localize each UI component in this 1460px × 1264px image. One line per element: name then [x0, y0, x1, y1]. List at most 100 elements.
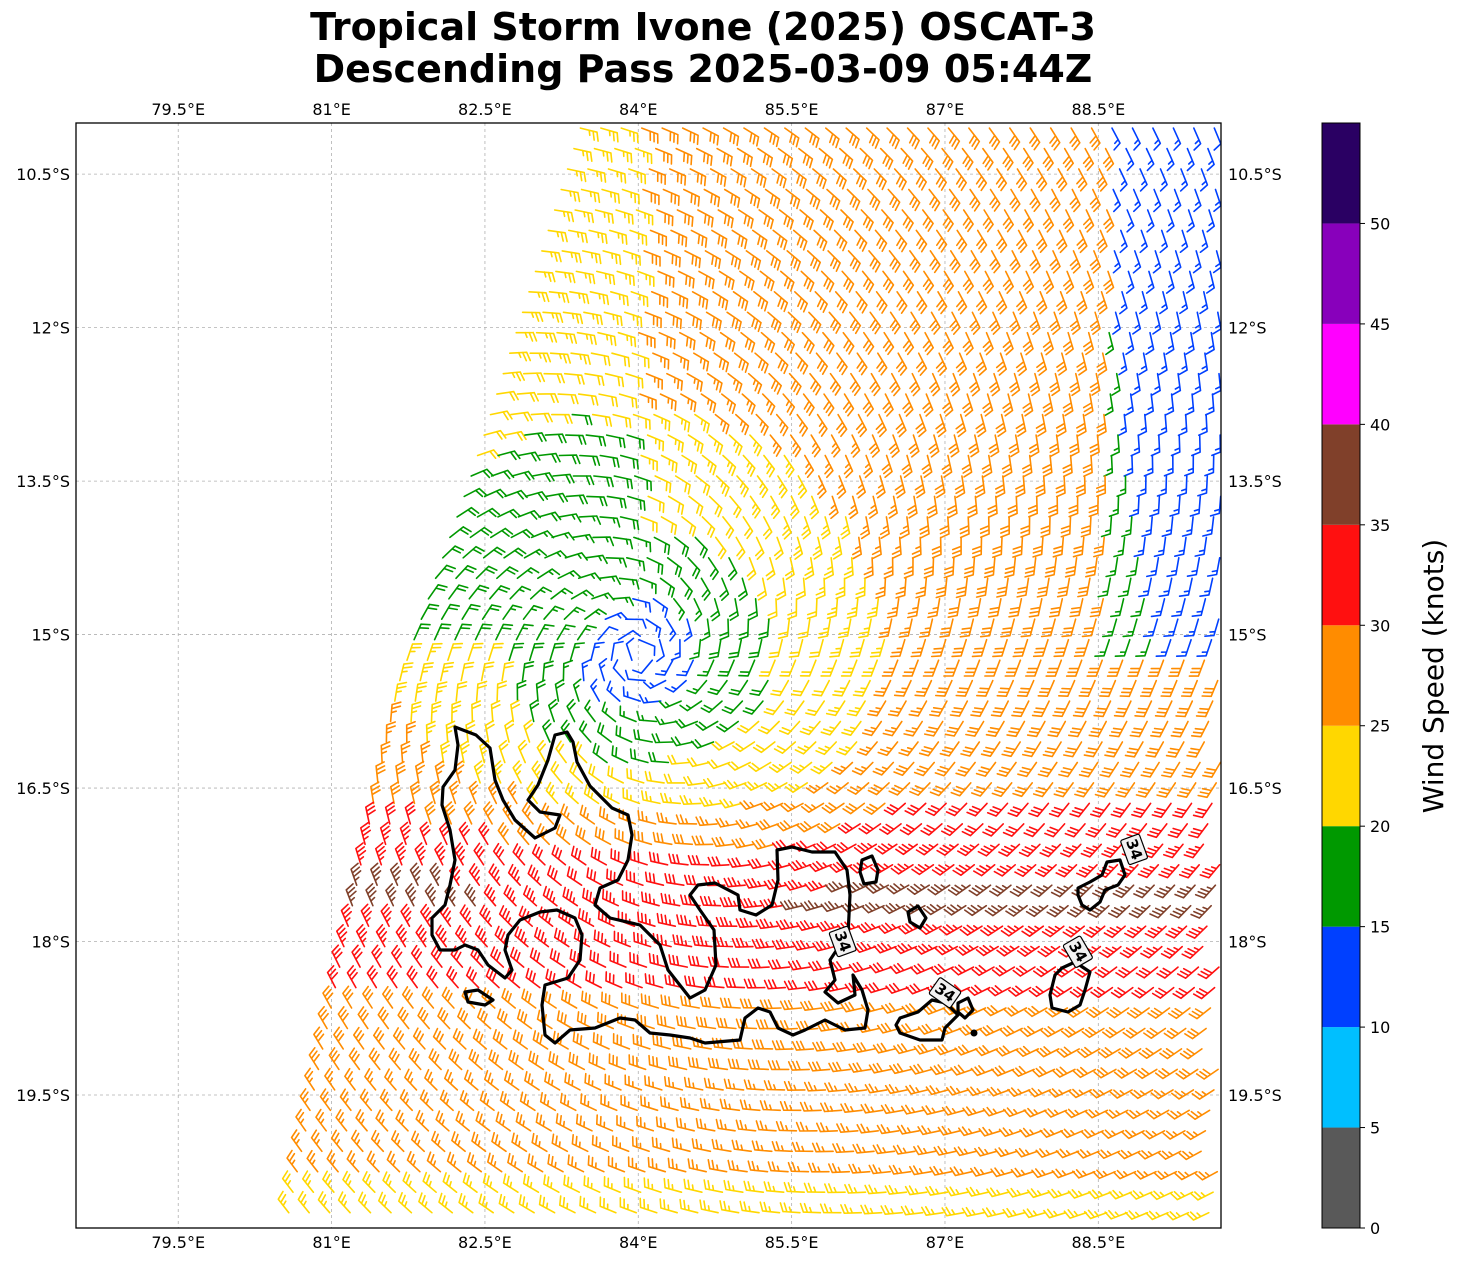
wind-barb: [824, 881, 849, 893]
wind-barb: [400, 903, 412, 927]
wind-barb: [342, 1170, 356, 1193]
wind-barb: [1112, 311, 1121, 335]
wind-barb: [672, 1035, 692, 1050]
wind-barb: [1024, 557, 1037, 578]
wind-barb: [922, 270, 935, 294]
wind-barb: [1120, 761, 1140, 778]
wind-barb: [650, 291, 669, 308]
wind-barb: [562, 311, 584, 325]
wind-barb: [1174, 536, 1187, 557]
wind-barb: [707, 679, 728, 696]
wind-barb: [929, 782, 952, 797]
wind-barb: [949, 372, 961, 397]
wind-barb: [939, 516, 950, 539]
wind-barb: [982, 209, 994, 233]
wind-barb: [461, 603, 481, 620]
wind-barb: [648, 168, 666, 185]
x-tick-label: 88.5°E: [1071, 100, 1125, 119]
wind-barb: [1028, 985, 1052, 998]
wind-barb: [633, 729, 653, 743]
wind-barb: [1036, 291, 1048, 315]
wind-barb: [570, 589, 595, 600]
wind-barb: [518, 1194, 535, 1214]
wind-barb: [986, 802, 1009, 817]
wind-barb: [370, 781, 381, 805]
wind-barb: [1128, 495, 1140, 517]
wind-barb: [788, 372, 802, 396]
wind-barb: [862, 720, 883, 737]
wind-barb: [392, 1027, 406, 1050]
wind-barb: [1056, 229, 1068, 254]
wind-barb: [727, 1159, 748, 1173]
wind-barb: [719, 997, 741, 1009]
wind-barb: [1105, 557, 1119, 578]
wind-barb: [1028, 802, 1050, 818]
wind-barb: [929, 1064, 954, 1076]
wind-barb: [908, 434, 920, 458]
wind-barb: [460, 661, 475, 682]
wind-barb: [584, 1072, 602, 1091]
wind-barb: [415, 760, 425, 784]
wind-barb: [887, 700, 907, 717]
wind-barb: [1083, 331, 1094, 356]
wind-barb: [988, 127, 1001, 151]
wind-barb: [591, 592, 615, 601]
wind-barb: [739, 270, 755, 291]
title-line-1: Tropical Storm Ivone (2025) OSCAT-3: [310, 5, 1096, 49]
wind-barb: [1113, 536, 1126, 558]
wind-barb: [1183, 843, 1205, 859]
wind-barb: [638, 638, 656, 657]
wind-barb: [365, 801, 376, 825]
wind-barb: [1154, 1068, 1178, 1080]
wind-barb: [1022, 331, 1034, 356]
wind-barb: [439, 821, 451, 846]
wind-barb: [971, 638, 988, 658]
wind-barb: [643, 1177, 662, 1193]
wind-barb: [904, 1185, 928, 1196]
wind-barb: [476, 507, 500, 518]
wind-barb: [670, 736, 694, 747]
wind-barb: [519, 1091, 536, 1112]
wind-barb: [1180, 679, 1198, 698]
wind-barb: [844, 1082, 868, 1093]
wind-barb: [490, 700, 501, 723]
wind-barb: [904, 802, 927, 816]
wind-barb: [864, 1083, 888, 1094]
wind-barb: [1132, 250, 1142, 274]
wind-barb: [791, 1040, 815, 1051]
wind-barb: [901, 1104, 925, 1115]
wind-barb: [507, 863, 521, 886]
wind-barb: [1150, 720, 1169, 738]
wind-barb: [589, 291, 610, 306]
wind-barb: [1172, 127, 1182, 151]
wind-barb: [810, 761, 833, 775]
wind-barb: [1153, 188, 1162, 213]
wind-barb: [1189, 495, 1202, 517]
wind-barb: [931, 864, 955, 876]
wind-barb: [620, 127, 639, 144]
wind-barb: [806, 250, 821, 272]
wind-barb: [610, 291, 629, 307]
wind-barb: [744, 188, 761, 209]
wind-barb: [592, 536, 615, 547]
wind-barb: [483, 488, 508, 499]
wind-barb: [1211, 434, 1221, 457]
wind-barb: [617, 629, 641, 641]
wind-barb: [1014, 864, 1037, 877]
wind-barb: [463, 487, 487, 498]
wind-barb: [1159, 291, 1168, 315]
wind-barb: [880, 1205, 903, 1215]
wind-barb: [763, 516, 773, 540]
wind-barb: [591, 1134, 609, 1153]
wind-barb: [1170, 434, 1181, 457]
wind-barb: [335, 1109, 348, 1132]
wind-barb: [529, 586, 552, 600]
wind-barb: [1147, 1007, 1171, 1019]
wind-barb: [598, 658, 608, 682]
wind-barb: [442, 545, 464, 559]
wind-barb: [395, 924, 407, 948]
wind-barb: [783, 454, 795, 478]
wind-barb: [1096, 352, 1108, 376]
wind-barb: [1167, 823, 1188, 839]
wind-barb: [1016, 291, 1028, 315]
